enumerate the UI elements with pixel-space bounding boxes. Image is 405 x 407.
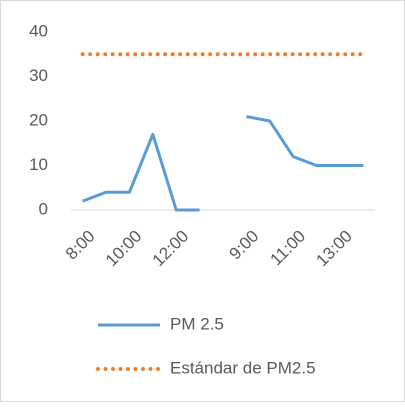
- y-tick-label: 0: [39, 199, 48, 218]
- legend-label: PM 2.5: [170, 314, 224, 333]
- y-tick-label: 30: [29, 66, 48, 85]
- y-tick-label: 10: [29, 155, 48, 174]
- y-tick-label: 20: [29, 110, 48, 129]
- y-tick-label: 40: [29, 21, 48, 40]
- legend-label: Estándar de PM2.5: [170, 358, 316, 377]
- series-line: [82, 115, 364, 212]
